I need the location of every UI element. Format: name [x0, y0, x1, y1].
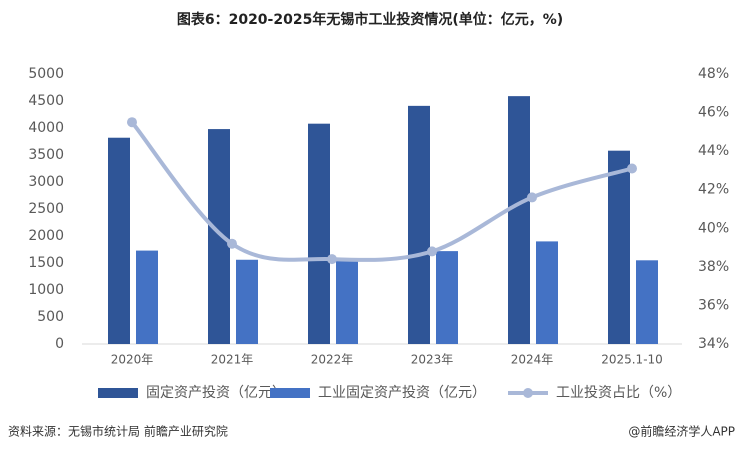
line-point [327, 254, 337, 265]
bar [208, 129, 230, 344]
y2-tick-label: 38% [698, 259, 729, 275]
y2-tick-label: 36% [698, 297, 729, 313]
x-tick-label: 2025.1-10 [601, 353, 663, 367]
line-point [527, 192, 537, 203]
y-tick-label: 500 [37, 309, 64, 325]
y2-tick-label: 40% [698, 220, 729, 236]
bar [336, 260, 358, 344]
line [130, 120, 633, 262]
y2-tick-label: 46% [698, 105, 729, 121]
legend-label: 工业投资占比（%） [556, 385, 681, 401]
bar [236, 259, 258, 344]
bar [608, 150, 630, 344]
bar [136, 250, 158, 344]
bar [436, 251, 458, 344]
x-tick-label: 2021年 [211, 353, 254, 367]
credit: @前瞻经济学人APP [628, 424, 735, 439]
y2-tick-label: 44% [698, 143, 729, 159]
x-tick-label: 2020年 [111, 353, 154, 367]
chart-title: 图表6：2020-2025年无锡市工业投资情况(单位：亿元，%) [177, 11, 563, 28]
y-tick-label: 3000 [28, 174, 64, 190]
y2-tick-label: 34% [698, 336, 729, 352]
x-tick-label: 2023年 [411, 353, 454, 367]
y2-tick-label: 48% [698, 66, 729, 82]
legend-label: 固定资产投资（亿元） [146, 385, 286, 401]
y-tick-label: 5000 [28, 66, 64, 82]
y-tick-label: 2500 [28, 201, 64, 217]
bar [408, 105, 430, 344]
legend-swatch [98, 388, 138, 398]
bar [108, 137, 130, 344]
y2-tick-label: 42% [698, 182, 729, 198]
line-point [427, 246, 437, 257]
y-tick-label: 4000 [28, 120, 64, 136]
bar [536, 241, 558, 344]
line-point [127, 117, 137, 128]
y-tick-label: 1500 [28, 255, 64, 271]
bar [636, 260, 658, 344]
y-tick-label: 4500 [28, 93, 64, 109]
bar [308, 123, 330, 345]
bar [508, 96, 530, 344]
x-tick-label: 2022年 [311, 353, 354, 367]
y-tick-label: 1000 [28, 282, 64, 298]
y-tick-label: 3500 [28, 147, 64, 163]
source: 资料来源：无锡市统计局 前瞻产业研究院 [8, 424, 228, 439]
legend-label: 工业固定资产投资（亿元） [318, 385, 486, 401]
legend-swatch [523, 388, 533, 398]
line-point [227, 238, 237, 249]
y-tick-label: 2000 [28, 228, 64, 244]
legend-swatch [270, 388, 310, 398]
y-tick-label: 0 [55, 336, 64, 352]
line-point [627, 163, 637, 174]
x-tick-label: 2024年 [511, 353, 554, 367]
